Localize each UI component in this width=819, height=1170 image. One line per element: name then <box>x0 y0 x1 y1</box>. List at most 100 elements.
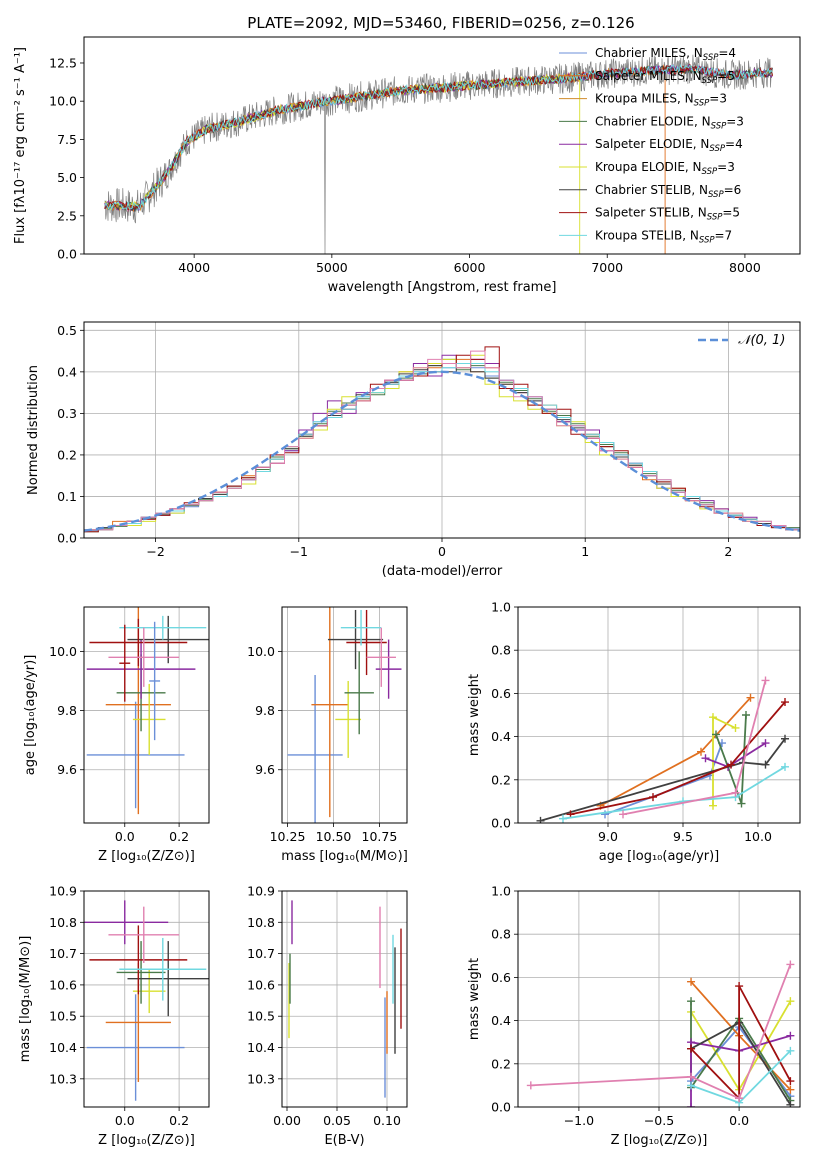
y-tick-label: 10.9 <box>247 884 275 899</box>
panel-mass-vs-Z: 0.0 0.2 10.3 10.4 10.5 10.6 10.7 10.8 10.9 Z [log… <box>18 884 210 1148</box>
normal-curve <box>84 370 800 532</box>
weight-marker <box>709 713 717 722</box>
weight-marker <box>526 1081 535 1090</box>
y-tick-label: 5.0 <box>57 170 77 185</box>
histograms <box>84 346 800 538</box>
y-tick-label: 9.6 <box>255 762 275 777</box>
errorbar-point-5 <box>127 615 209 664</box>
x-tick-label: 0.2 <box>169 829 189 844</box>
weight-marker <box>781 762 789 771</box>
weight-marker <box>559 814 567 823</box>
y-tick-label: 10.8 <box>49 915 77 930</box>
y-tick-label: 0.4 <box>491 1013 511 1028</box>
weight-line-7 <box>562 766 786 820</box>
weight-marker <box>687 1103 696 1107</box>
y-tick-label: 0.0 <box>57 247 77 262</box>
x-axis-label: Z [log₁₀(Z/Z⊙)] <box>98 849 195 864</box>
y-tick-label: 0.2 <box>491 772 511 787</box>
spectrum-title: PLATE=2092, MJD=53460, FIBERID=0256, z=0… <box>247 14 634 32</box>
weight-marker <box>786 1100 795 1107</box>
x-tick-label: 9.0 <box>598 829 618 844</box>
axes-frame <box>83 36 801 255</box>
y-tick-label: 10.7 <box>247 946 275 961</box>
x-tick-label: −1 <box>290 544 308 559</box>
x-axis-label: (data-model)/error <box>382 564 503 579</box>
x-tick-label: 2 <box>724 544 732 559</box>
y-tick-label: 1.0 <box>491 600 511 615</box>
errorbar-point-8 <box>108 906 180 963</box>
y-tick-label: 10.5 <box>247 1009 275 1024</box>
panel-residuals: −2 −1 0 1 2 0.0 0.1 0.2 0.3 0.4 0.5 𝒩(0, 1) (data-mo… <box>26 321 801 579</box>
y-tick-label: 0.8 <box>491 643 511 658</box>
weight-marker <box>781 698 789 707</box>
weight-lines-weight-vs-age <box>536 676 789 823</box>
x-tick-label: 0.05 <box>323 1113 351 1128</box>
y-tick-label: 10.6 <box>49 977 77 992</box>
weight-marker <box>712 730 720 739</box>
y-tick-label: 9.6 <box>57 762 77 777</box>
spectrum-lines <box>104 54 773 254</box>
errorbar-point-4 <box>86 639 196 699</box>
y-tick-label: 0.2 <box>491 1056 511 1071</box>
legend-label-4: Salpeter ELODIE, NSSP=4 <box>595 137 743 154</box>
weight-marker <box>709 801 717 810</box>
y-tick-label: 10.3 <box>247 1071 275 1086</box>
weight-marker <box>761 739 770 748</box>
x-tick-label: 4000 <box>178 260 210 275</box>
axes-frame <box>83 321 801 539</box>
y-tick-label: 0.3 <box>57 406 77 421</box>
errorbar-point-3 <box>344 651 374 735</box>
y-tick-label: 0.4 <box>491 729 511 744</box>
y-axis-label: Normed distribution <box>26 365 41 495</box>
y-tick-label: 10.8 <box>247 915 275 930</box>
x-tick-label: 0.0 <box>729 1113 749 1128</box>
errorbar-point-8 <box>108 627 180 687</box>
weight-marker <box>742 711 750 719</box>
weight-marker <box>786 997 795 1006</box>
x-tick-label: 1 <box>581 544 589 559</box>
errorbar-point-7 <box>119 615 207 640</box>
y-tick-label: 10.0 <box>49 94 77 109</box>
weight-marker <box>746 693 755 702</box>
weight-marker <box>536 816 545 823</box>
y-axis-label: mass weight <box>467 674 482 756</box>
x-tick-label: 0 <box>438 544 446 559</box>
weight-marker <box>649 793 657 802</box>
weight-marker <box>701 754 710 763</box>
legend-label-2: Kroupa MILES, NSSP=3 <box>595 92 727 109</box>
weight-lines-weight-vs-Z <box>526 960 795 1107</box>
y-tick-label: 10.9 <box>49 884 77 899</box>
panel-weight-vs-Z: −1.0 −0.5 0.0 0.0 0.2 0.4 0.6 0.8 1.0 Z [log₁₀(Z/… <box>467 884 801 1148</box>
y-tick-label: 0.0 <box>491 816 511 831</box>
weight-marker <box>737 799 746 808</box>
weight-marker <box>786 1046 795 1055</box>
weight-line-8 <box>530 964 792 1100</box>
x-axis-label: Z [log₁₀(Z/Z⊙)] <box>611 1133 708 1148</box>
y-axis-label: Flux [fλ10⁻¹⁷ erg cm⁻² s⁻¹ A⁻¹] <box>13 47 28 244</box>
axes-frame <box>83 606 210 824</box>
legend-label-6: Chabrier STELIB, NSSP=6 <box>595 183 741 200</box>
axes-frame <box>517 890 801 1108</box>
errorbar-point-3 <box>116 941 166 1004</box>
panel-age-vs-mass: 10.25 10.50 10.75 9.6 9.8 10.0 mass [log₁₀(M/M… <box>247 606 408 864</box>
x-tick-label: 0.0 <box>115 1113 135 1128</box>
y-tick-label: 10.3 <box>49 1071 77 1086</box>
x-tick-label: 10.50 <box>316 829 352 844</box>
errorbars-age-vs-mass <box>287 607 402 823</box>
y-tick-label: 0.8 <box>491 927 511 942</box>
legend-label-1: Salpeter MILES, NSSP=5 <box>595 69 735 86</box>
y-tick-label: 2.5 <box>57 208 77 223</box>
x-axis-label: wavelength [Angstrom, rest frame] <box>328 280 557 295</box>
x-axis-label: age [log₁₀(age/yr)] <box>599 849 720 864</box>
legend-label-3: Chabrier ELODIE, NSSP=3 <box>595 114 744 131</box>
weight-marker <box>731 788 740 797</box>
errorbar-point-1 <box>311 607 349 818</box>
errorbars-mass-vs-ebv <box>288 900 402 1098</box>
errorbars-age-vs-Z <box>86 607 209 815</box>
y-tick-label: 0.4 <box>57 364 77 379</box>
weight-marker <box>761 676 770 685</box>
errorbar-point-8 <box>366 627 396 687</box>
y-tick-label: 0.6 <box>491 970 511 985</box>
model-line-8 <box>104 63 773 211</box>
